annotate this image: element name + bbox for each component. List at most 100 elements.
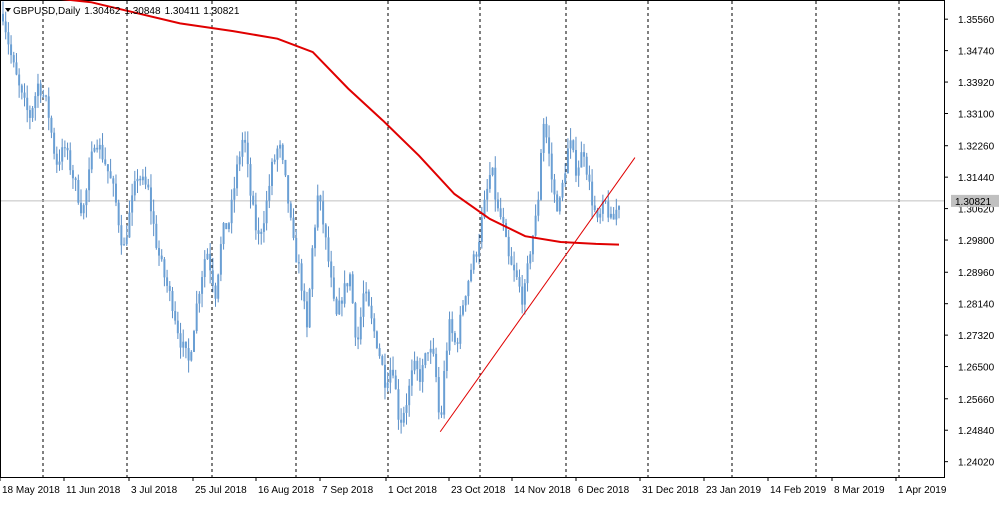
candle-body [470, 269, 473, 282]
candle-144 [389, 357, 392, 394]
candle-body [114, 183, 117, 203]
candle-130 [351, 271, 354, 304]
candle-body [612, 213, 615, 220]
candle-body [262, 223, 265, 232]
candle-212 [572, 139, 575, 153]
candle-body [432, 348, 435, 354]
time-label-3: 25 Jul 2018 [195, 485, 247, 496]
candle-139 [375, 330, 378, 350]
candle-120 [324, 223, 327, 250]
candle-197 [531, 234, 534, 262]
candle-body [475, 254, 478, 257]
candle-body [583, 152, 586, 157]
candle-body [303, 290, 306, 302]
candle-183 [494, 156, 497, 212]
dropdown-triangle-icon[interactable] [5, 8, 11, 12]
candle-body [55, 153, 58, 165]
price-label-6: 1.30620 [958, 205, 995, 216]
candle-body [160, 255, 163, 260]
candle-body [85, 190, 88, 206]
ohlc-high: 1.30848 [124, 6, 161, 17]
candle-body [507, 236, 510, 257]
candle-5 [15, 53, 18, 76]
candle-body [599, 213, 602, 218]
time-label-8: 14 Nov 2018 [514, 485, 571, 496]
candle-204 [550, 142, 553, 193]
price-label-0: 1.35560 [958, 15, 995, 26]
candle-body [171, 291, 174, 311]
candle-body [424, 353, 427, 366]
candle-body [526, 263, 529, 284]
candle-body [513, 264, 516, 271]
candle-51 [139, 175, 142, 186]
candle-65 [176, 311, 179, 339]
price-label-8: 1.28960 [958, 268, 995, 279]
trendline[interactable] [439, 157, 636, 433]
ohlc-close: 1.30821 [203, 6, 240, 17]
candle-body [276, 148, 279, 160]
candle-1 [4, 11, 7, 40]
candle-220 [593, 195, 596, 213]
candle-209 [564, 163, 567, 187]
candle-133 [359, 307, 362, 345]
candle-body [566, 148, 569, 174]
candle-body [158, 247, 161, 256]
candle-29 [80, 189, 83, 217]
candle-52 [141, 169, 144, 185]
candle-215 [580, 141, 583, 168]
candle-body [201, 277, 204, 294]
candle-15 [42, 89, 45, 99]
candle-body [66, 147, 69, 151]
candle-167 [451, 311, 454, 342]
candle-body [604, 200, 607, 202]
candle-body [254, 204, 257, 231]
timeframe: Daily [58, 6, 80, 17]
candle-body [50, 117, 53, 133]
candle-216 [583, 143, 586, 167]
candle-110 [297, 254, 300, 274]
price-label: 1.30821 [951, 194, 999, 208]
candle-217 [585, 152, 588, 181]
symbol-name: GBPUSD [13, 6, 55, 17]
candle-body [139, 178, 142, 181]
candle-body [195, 303, 198, 331]
candle-156 [421, 358, 424, 393]
candle-body [340, 300, 343, 304]
plot-area[interactable] [0, 0, 945, 478]
candle-123 [332, 265, 335, 302]
candle-64 [174, 301, 177, 325]
candle-69 [187, 338, 190, 373]
candle-31 [85, 188, 88, 218]
candle-body [386, 382, 389, 388]
price-label-13: 1.24840 [958, 426, 995, 437]
candle-body [20, 85, 23, 93]
candle-191 [515, 262, 518, 281]
candle-175 [472, 250, 475, 274]
candle-body [311, 248, 314, 290]
candle-body [206, 253, 209, 260]
candle-body [47, 96, 50, 118]
candle-43 [117, 199, 120, 233]
candle-body [585, 156, 588, 175]
candle-201 [542, 118, 545, 162]
candle-172 [464, 295, 467, 312]
candle-94 [254, 192, 257, 240]
candle-body [319, 195, 322, 202]
candle-body [529, 254, 532, 264]
time-label-4: 16 Aug 2018 [258, 485, 315, 496]
candle-body [413, 360, 416, 371]
candle-112 [303, 283, 306, 310]
candle-body [297, 262, 300, 264]
candle-body [58, 161, 61, 165]
candle-199 [537, 191, 540, 222]
candle-89 [241, 132, 244, 167]
candle-body [184, 341, 187, 349]
candle-194 [523, 279, 526, 315]
time-label-7: 23 Oct 2018 [451, 485, 506, 496]
candle-154 [416, 356, 419, 381]
candle-0 [2, 1, 4, 26]
candle-body [314, 227, 317, 249]
candle-25 [69, 142, 72, 175]
